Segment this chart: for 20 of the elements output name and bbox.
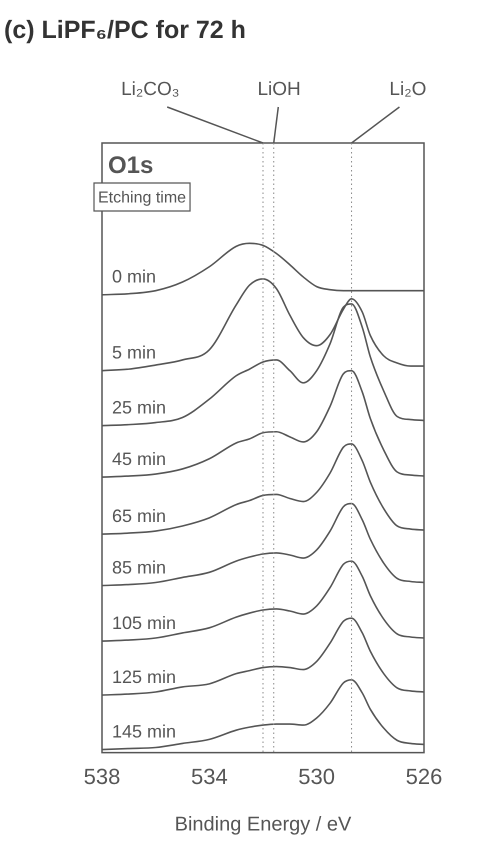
x-tick-label: 526 bbox=[406, 764, 442, 789]
x-axis-title: Binding Energy / eV bbox=[174, 814, 352, 836]
x-tick-label: 530 bbox=[298, 764, 336, 789]
ref-line-label: Li₂CO₃ bbox=[121, 79, 180, 100]
series-label: 65 min bbox=[112, 506, 166, 526]
series-label: 85 min bbox=[112, 558, 166, 578]
series-label: 25 min bbox=[112, 398, 166, 418]
chart-title: (c) LiPF₆/PC for 72 h bbox=[4, 16, 246, 44]
text: Etching time bbox=[98, 189, 186, 206]
series-label: 125 min bbox=[112, 667, 176, 688]
series-label: 0 min bbox=[112, 266, 156, 287]
ref-line-label: LiOH bbox=[257, 79, 301, 100]
series-label: 5 min bbox=[112, 342, 156, 363]
x-tick-label: 538 bbox=[84, 764, 120, 789]
series-label: 45 min bbox=[112, 449, 166, 470]
x-tick-label: 534 bbox=[190, 764, 228, 789]
series-label: 145 min bbox=[112, 722, 176, 742]
series-label: 105 min bbox=[112, 613, 176, 634]
text: O1s bbox=[108, 152, 154, 179]
ref-line-label: Li₂O bbox=[389, 79, 426, 100]
